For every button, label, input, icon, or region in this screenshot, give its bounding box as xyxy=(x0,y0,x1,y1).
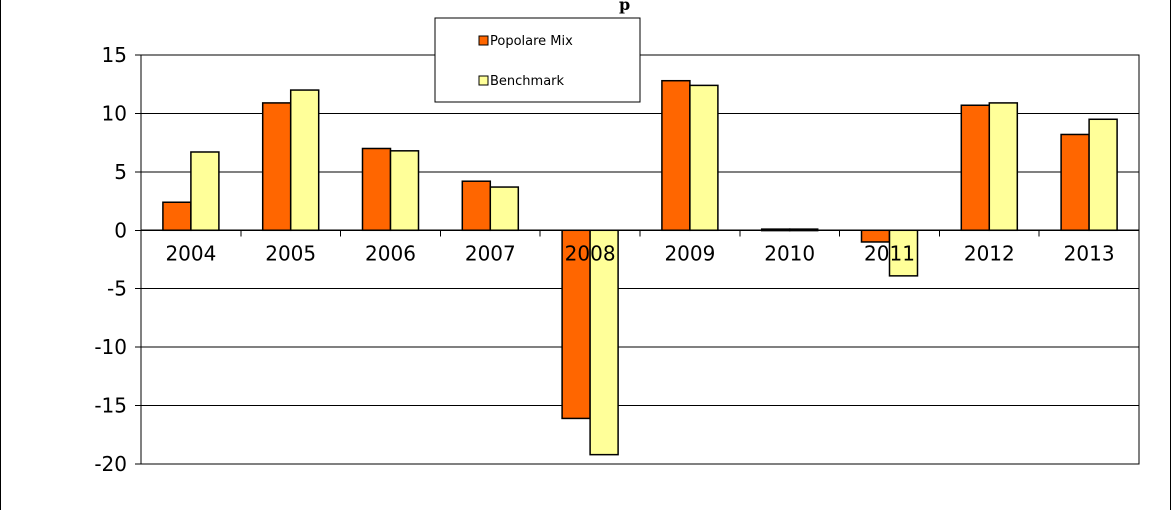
y-tick-label: -5 xyxy=(107,277,127,301)
bar-popolare-mix-2006 xyxy=(361,147,392,232)
y-tick-label: -10 xyxy=(94,335,127,359)
y-tick-label: -20 xyxy=(94,452,127,476)
chart-title-fragment: p xyxy=(619,0,630,14)
y-tick-label: 15 xyxy=(102,43,127,67)
x-tick-label: 2005 xyxy=(265,241,316,265)
y-tick-label: 5 xyxy=(114,160,127,184)
legend-swatch-benchmark xyxy=(478,75,489,86)
bar-popolare-mix-2013 xyxy=(1060,133,1090,232)
bar-popolare-mix-2005 xyxy=(261,102,292,232)
bar-benchmark-2009 xyxy=(689,84,719,232)
bar-popolare-mix-2012 xyxy=(960,104,991,232)
bar-benchmark-2013 xyxy=(1088,118,1118,232)
bars xyxy=(162,79,1118,456)
legend: Popolare Mix Benchmark xyxy=(434,17,641,103)
bar-popolare-mix-2007 xyxy=(461,180,492,232)
x-tick-label: 2011 xyxy=(864,241,915,265)
x-tick-label: 2004 xyxy=(165,241,216,265)
legend-box xyxy=(434,17,641,103)
x-tick-label: 2012 xyxy=(964,241,1015,265)
bar-benchmark-2005 xyxy=(289,89,320,232)
bar-benchmark-2012 xyxy=(988,102,1019,232)
y-tick-label: 0 xyxy=(114,218,127,242)
legend-label-popolare-mix: Popolare Mix xyxy=(490,34,573,49)
legend-label-benchmark: Benchmark xyxy=(490,74,565,89)
bar-popolare-mix-2004 xyxy=(162,201,192,232)
x-tick-label: 2007 xyxy=(465,241,516,265)
x-tick-label: 2008 xyxy=(565,241,616,265)
bar-popolare-mix-2009 xyxy=(661,79,691,232)
bar-benchmark-2004 xyxy=(190,151,220,232)
bar-benchmark-2011 xyxy=(888,229,919,277)
bar-popolare-mix-2011 xyxy=(860,229,891,243)
y-tick-label: -15 xyxy=(94,394,127,418)
x-tick-label: 2010 xyxy=(764,241,815,265)
y-tick-label: 10 xyxy=(102,101,127,125)
x-tick-label: 2013 xyxy=(1064,241,1115,265)
legend-swatch-popolare-mix xyxy=(478,35,489,46)
x-tick-label: 2006 xyxy=(365,241,416,265)
bar-benchmark-2007 xyxy=(489,186,520,232)
bar-benchmark-2006 xyxy=(389,150,420,232)
x-tick-label: 2009 xyxy=(664,241,715,265)
axes: 15 10 5 0 -5 -10 -15 -20 2004 2005 2006 2007 2008 200… xyxy=(94,43,1139,476)
